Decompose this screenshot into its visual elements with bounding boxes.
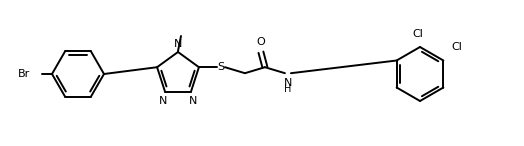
Text: S: S <box>217 62 224 72</box>
Text: N: N <box>283 78 292 88</box>
Text: N: N <box>189 96 197 106</box>
Text: H: H <box>284 84 292 94</box>
Text: Br: Br <box>18 69 30 79</box>
Text: Cl: Cl <box>451 42 462 53</box>
Text: Cl: Cl <box>412 29 423 39</box>
Text: N: N <box>159 96 167 106</box>
Text: O: O <box>257 37 265 47</box>
Text: N: N <box>174 39 182 49</box>
